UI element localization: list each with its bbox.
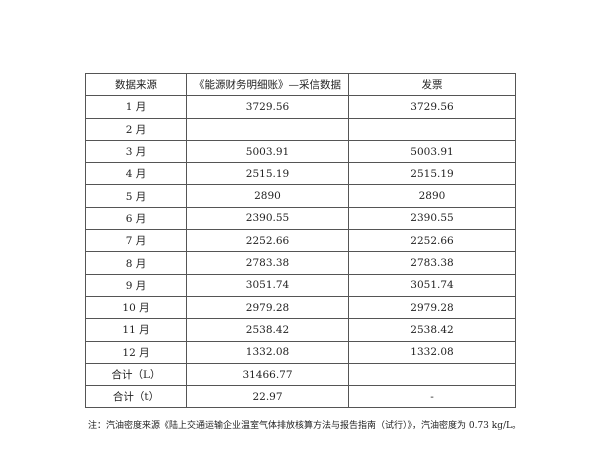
table-cell: 31466.77 bbox=[186, 362, 349, 387]
table-cell: 1332.08 bbox=[348, 340, 516, 364]
table-row: 12 月 1332.08 1332.08 bbox=[85, 340, 516, 364]
table-cell: 1 月 bbox=[85, 95, 187, 119]
table-row: 合计（L） 31466.77 bbox=[85, 362, 516, 387]
table-cell: 5 月 bbox=[85, 184, 187, 208]
table-cell: 2783.38 bbox=[186, 251, 349, 275]
table-row: 7 月 2252.66 2252.66 bbox=[85, 229, 516, 253]
table-row: 3 月 5003.91 5003.91 bbox=[85, 139, 516, 164]
table-cell: 3051.74 bbox=[348, 273, 516, 297]
table-cell: 7 月 bbox=[85, 229, 187, 253]
table-row: 5 月 2890 2890 bbox=[85, 184, 516, 208]
table-cell: 2538.42 bbox=[186, 318, 349, 342]
table-cell: 5003.91 bbox=[186, 139, 349, 164]
table-cell: 3729.56 bbox=[186, 95, 349, 119]
table-cell: 2252.66 bbox=[186, 229, 349, 253]
fuel-data-table: 数据来源 《能源财务明细账》—采信数据 发票 1 月 3729.56 3729.56… bbox=[85, 72, 516, 409]
table-cell: 22.97 bbox=[186, 385, 349, 409]
header-cell: 《能源财务明细账》—采信数据 bbox=[186, 72, 349, 97]
table-cell: 2890 bbox=[348, 184, 516, 208]
table-cell: 2390.55 bbox=[186, 206, 349, 231]
table-row: 10 月 2979.28 2979.28 bbox=[85, 295, 516, 320]
table-cell: 4 月 bbox=[85, 162, 187, 186]
table-row: 6 月 2390.55 2390.55 bbox=[85, 206, 516, 231]
table-cell: 合计（L） bbox=[85, 362, 187, 387]
table-row: 9 月 3051.74 3051.74 bbox=[85, 273, 516, 297]
table-cell: 6 月 bbox=[85, 206, 187, 231]
table-cell bbox=[348, 117, 516, 141]
table-cell bbox=[348, 362, 516, 387]
table-cell: 11 月 bbox=[85, 318, 187, 342]
table-cell: 2783.38 bbox=[348, 251, 516, 275]
table-row: 1 月 3729.56 3729.56 bbox=[85, 95, 516, 119]
table-cell: 8 月 bbox=[85, 251, 187, 275]
table-cell: 1332.08 bbox=[186, 340, 349, 364]
table-cell: 9 月 bbox=[85, 273, 187, 297]
table-cell: 2515.19 bbox=[186, 162, 349, 186]
header-cell: 数据来源 bbox=[85, 72, 187, 97]
table-cell: 2 月 bbox=[85, 117, 187, 141]
header-cell: 发票 bbox=[348, 72, 516, 97]
table-row: 8 月 2783.38 2783.38 bbox=[85, 251, 516, 275]
table-cell: 2390.55 bbox=[348, 206, 516, 231]
table-cell: 3051.74 bbox=[186, 273, 349, 297]
table-cell: 2538.42 bbox=[348, 318, 516, 342]
table-cell: 5003.91 bbox=[348, 139, 516, 164]
table-row: 11 月 2538.42 2538.42 bbox=[85, 318, 516, 342]
table-header-row: 数据来源 《能源财务明细账》—采信数据 发票 bbox=[85, 72, 516, 97]
table-row: 合计（t） 22.97- bbox=[85, 385, 516, 409]
table-cell: 合计（t） bbox=[85, 385, 187, 409]
table-cell bbox=[186, 117, 349, 141]
table-cell: 2979.28 bbox=[186, 295, 349, 320]
table-cell: 2890 bbox=[186, 184, 349, 208]
table-cell: 3 月 bbox=[85, 139, 187, 164]
table-cell: 3729.56 bbox=[348, 95, 516, 119]
table-cell: 2252.66 bbox=[348, 229, 516, 253]
table-row: 4 月 2515.19 2515.19 bbox=[85, 162, 516, 186]
table-cell: 2979.28 bbox=[348, 295, 516, 320]
table-cell: 12 月 bbox=[85, 340, 187, 364]
table-row: 2 月 bbox=[85, 117, 516, 141]
table-cell: 10 月 bbox=[85, 295, 187, 320]
table-cell: 2515.19 bbox=[348, 162, 516, 186]
footnote: 注：汽油密度来源《陆上交通运输企业温室气体排放核算方法与报告指南（试行）》，汽油… bbox=[88, 421, 521, 431]
table-cell: - bbox=[348, 385, 516, 409]
